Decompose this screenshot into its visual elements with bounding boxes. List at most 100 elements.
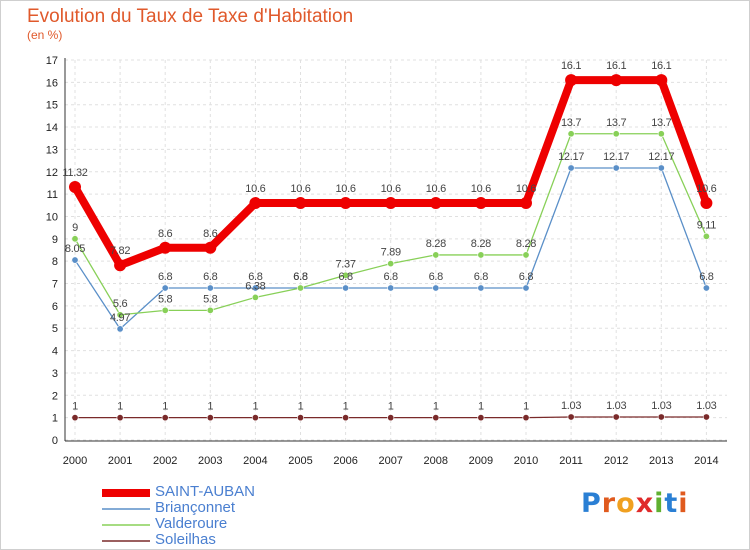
x-tick-label: 2003 xyxy=(198,455,222,467)
data-label: 1 xyxy=(388,401,394,413)
data-label: 1 xyxy=(523,401,529,413)
x-tick-label: 2005 xyxy=(288,455,312,467)
data-point-3 xyxy=(116,414,124,422)
legend-label-1: Briançonnet xyxy=(155,499,236,516)
data-label: 6.38 xyxy=(245,280,265,292)
logo-letter: r xyxy=(601,488,617,519)
data-label: 1 xyxy=(343,401,349,413)
data-label: 6.8 xyxy=(519,271,534,283)
data-point-1 xyxy=(567,164,575,172)
data-point-2 xyxy=(116,311,124,319)
y-tick-label: 15 xyxy=(46,100,58,112)
y-tick-label: 10 xyxy=(46,211,58,223)
data-label: 1.03 xyxy=(561,400,581,412)
series-layer xyxy=(69,74,713,422)
data-point-2 xyxy=(477,251,485,259)
data-point-2 xyxy=(296,284,304,292)
data-point-3 xyxy=(296,414,304,422)
x-tick-label: 2013 xyxy=(649,455,673,467)
data-label: 1 xyxy=(117,401,123,413)
data-point-3 xyxy=(657,413,665,421)
data-label: 6.8 xyxy=(429,271,444,283)
x-tick-label: 2009 xyxy=(469,455,493,467)
data-point-3 xyxy=(432,414,440,422)
data-label: 5.8 xyxy=(203,293,218,305)
data-label: 1 xyxy=(207,401,213,413)
data-point-3 xyxy=(387,414,395,422)
data-point-0 xyxy=(114,259,127,272)
data-label: 5.8 xyxy=(158,293,173,305)
data-point-3 xyxy=(342,414,350,422)
data-label: 16.1 xyxy=(606,60,626,72)
data-label: 7.82 xyxy=(110,245,130,257)
data-point-1 xyxy=(612,164,620,172)
data-label: 5.6 xyxy=(113,298,128,310)
data-point-0 xyxy=(159,241,172,254)
data-label: 10.6 xyxy=(696,183,716,195)
logo-letter: o xyxy=(616,488,636,519)
data-point-0 xyxy=(69,180,81,193)
x-tick-label: 2014 xyxy=(694,455,718,467)
data-point-3 xyxy=(567,413,575,421)
data-label: 8.6 xyxy=(203,228,218,240)
data-point-2 xyxy=(387,260,395,268)
logo-letter: P xyxy=(581,488,602,519)
legend-label-0: SAINT-AUBAN xyxy=(155,483,256,500)
y-tick-label: 1 xyxy=(52,413,58,425)
data-label: 7.89 xyxy=(381,247,401,259)
data-point-0 xyxy=(204,241,217,254)
data-label: 10.6 xyxy=(516,183,536,195)
chart-subtitle: (en %) xyxy=(27,28,63,42)
data-point-0 xyxy=(384,197,397,210)
data-point-0 xyxy=(474,197,487,210)
x-tick-label: 2000 xyxy=(63,455,87,467)
data-label: 1 xyxy=(162,401,168,413)
data-label: 8.28 xyxy=(471,238,491,250)
data-label: 16.1 xyxy=(651,60,671,72)
data-point-1 xyxy=(161,284,169,292)
data-label: 6.8 xyxy=(293,271,308,283)
data-label: 1.03 xyxy=(651,400,671,412)
data-label: 6.8 xyxy=(158,271,173,283)
data-label: 13.7 xyxy=(561,117,581,129)
data-label: 10.6 xyxy=(290,183,310,195)
y-tick-label: 7 xyxy=(52,279,58,291)
data-point-1 xyxy=(702,284,710,292)
data-label: 6.8 xyxy=(293,271,308,283)
data-point-2 xyxy=(612,130,620,138)
data-point-2 xyxy=(251,293,259,301)
data-point-1 xyxy=(251,284,259,292)
data-point-0 xyxy=(655,74,668,87)
y-tick-label: 6 xyxy=(52,301,58,313)
x-tick-label: 2006 xyxy=(333,455,357,467)
data-label: 10.6 xyxy=(245,183,265,195)
data-label: 6.8 xyxy=(474,271,489,283)
data-point-2 xyxy=(206,306,214,314)
data-point-2 xyxy=(161,306,169,314)
data-point-1 xyxy=(342,284,350,292)
data-label: 8.05 xyxy=(65,243,85,255)
x-tick-label: 2011 xyxy=(559,455,583,467)
y-tick-label: 13 xyxy=(46,144,58,156)
data-point-2 xyxy=(657,130,665,138)
data-label: 16.1 xyxy=(561,60,581,72)
data-label: 6.8 xyxy=(699,271,714,283)
data-label: 8.28 xyxy=(426,238,446,250)
data-point-1 xyxy=(477,284,485,292)
data-label: 7.37 xyxy=(335,258,355,270)
data-label: 1 xyxy=(252,401,258,413)
data-label: 6.8 xyxy=(383,271,398,283)
data-label: 10.6 xyxy=(335,183,355,195)
x-tick-label: 2007 xyxy=(378,455,402,467)
data-label: 11.32 xyxy=(62,167,87,179)
data-point-0 xyxy=(700,197,713,210)
y-tick-label: 8 xyxy=(52,256,58,268)
y-tick-label: 14 xyxy=(46,122,58,134)
logo-letter: x xyxy=(635,488,655,519)
logo-letter: i xyxy=(654,488,665,519)
logo-letter: i xyxy=(678,488,689,519)
data-point-0 xyxy=(339,197,352,210)
legend-swatches xyxy=(102,489,150,542)
